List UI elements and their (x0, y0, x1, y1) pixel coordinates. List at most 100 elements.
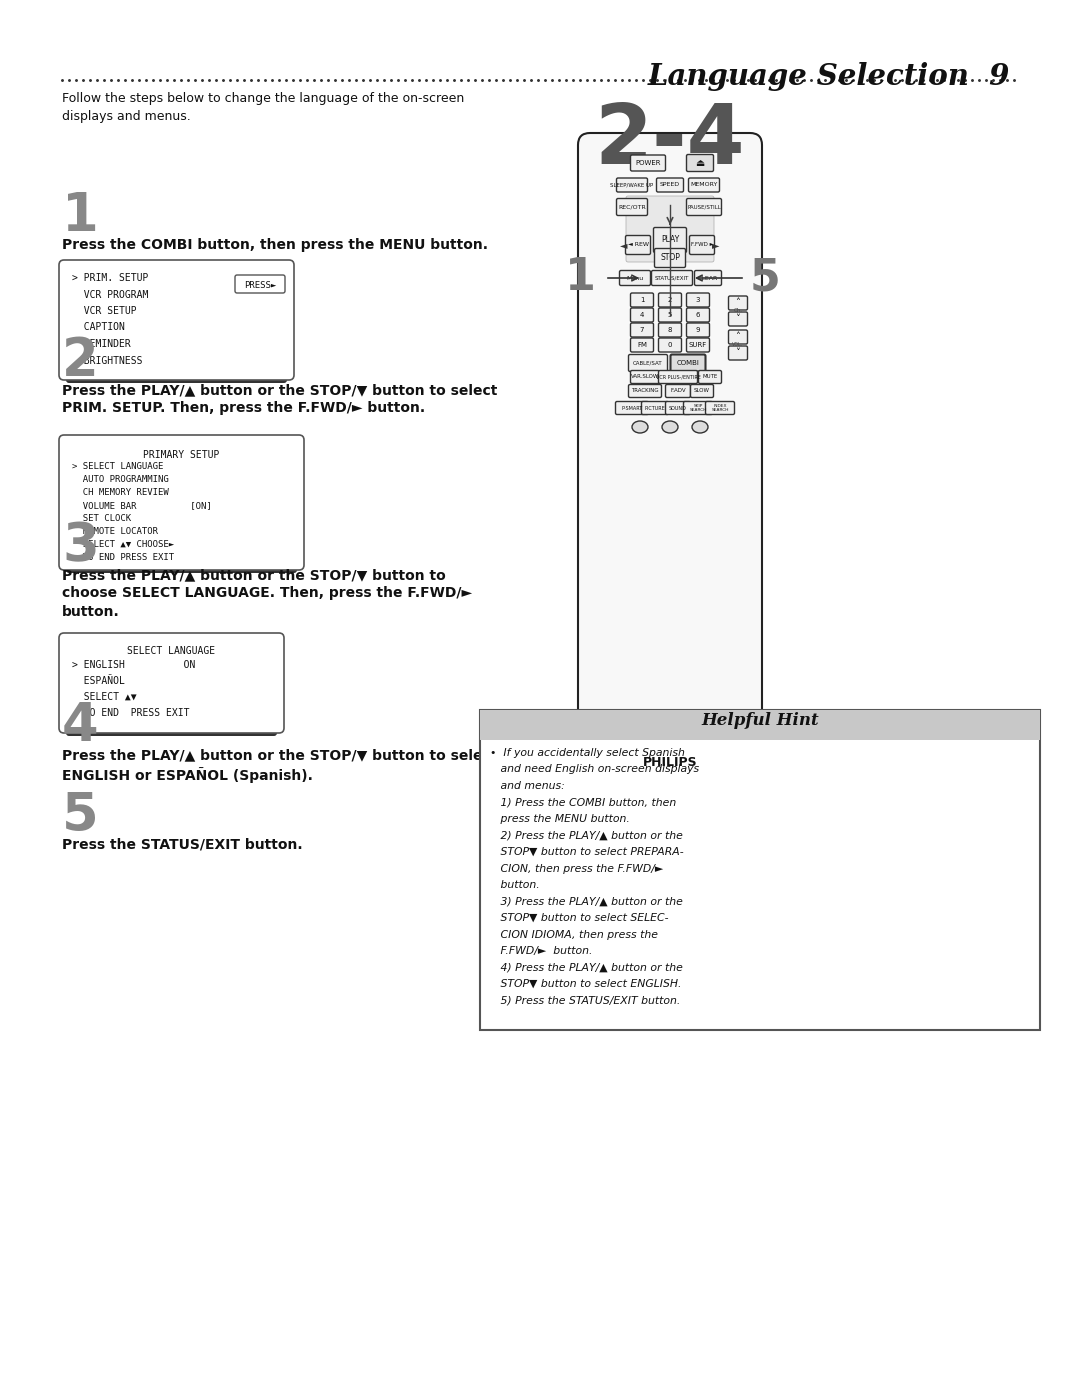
FancyBboxPatch shape (616, 401, 648, 415)
Text: REMOTE LOCATOR: REMOTE LOCATOR (72, 527, 158, 536)
FancyBboxPatch shape (659, 338, 681, 352)
Text: F.ADV: F.ADV (671, 388, 686, 394)
FancyBboxPatch shape (631, 323, 653, 337)
Text: PAUSE/STILL: PAUSE/STILL (687, 204, 720, 210)
FancyBboxPatch shape (642, 401, 669, 415)
Text: PRIMARY SETUP: PRIMARY SETUP (144, 450, 219, 460)
Text: 4: 4 (639, 312, 644, 319)
Text: press the MENU button.: press the MENU button. (490, 814, 630, 824)
Text: SELECT ▲▼: SELECT ▲▼ (72, 692, 137, 703)
FancyBboxPatch shape (617, 198, 648, 215)
Text: 8: 8 (667, 327, 672, 332)
Text: 6: 6 (696, 312, 700, 319)
FancyBboxPatch shape (665, 401, 690, 415)
FancyBboxPatch shape (631, 155, 665, 170)
Text: CAPTION: CAPTION (72, 323, 125, 332)
Text: 3) Press the PLAY/▲ button or the: 3) Press the PLAY/▲ button or the (490, 897, 683, 907)
FancyBboxPatch shape (699, 370, 721, 384)
Text: CH MEMORY REVIEW: CH MEMORY REVIEW (72, 488, 168, 497)
Text: 3: 3 (62, 520, 98, 571)
Text: TO END  PRESS EXIT: TO END PRESS EXIT (72, 708, 189, 718)
Text: ◄: ◄ (620, 240, 627, 250)
Text: PICTURE: PICTURE (645, 405, 665, 411)
FancyBboxPatch shape (659, 370, 698, 384)
Text: Press the PLAY/▲ button or the STOP/▼ button to
choose SELECT LANGUAGE. Then, pr: Press the PLAY/▲ button or the STOP/▼ bu… (62, 569, 472, 619)
FancyBboxPatch shape (659, 293, 681, 307)
FancyBboxPatch shape (729, 330, 747, 344)
FancyBboxPatch shape (659, 307, 681, 321)
Text: VAR.SLOW: VAR.SLOW (631, 374, 659, 380)
FancyBboxPatch shape (671, 355, 705, 372)
FancyBboxPatch shape (687, 307, 710, 321)
Text: ⏏: ⏏ (696, 158, 704, 168)
Text: 2: 2 (667, 298, 672, 303)
FancyBboxPatch shape (687, 323, 710, 337)
Text: Follow the steps below to change the language of the on-screen
displays and menu: Follow the steps below to change the lan… (62, 92, 464, 123)
FancyBboxPatch shape (689, 236, 715, 254)
FancyBboxPatch shape (654, 249, 686, 267)
Text: 5: 5 (667, 312, 672, 319)
FancyBboxPatch shape (629, 355, 667, 372)
FancyBboxPatch shape (689, 177, 719, 191)
FancyBboxPatch shape (480, 710, 1040, 1030)
FancyBboxPatch shape (66, 277, 287, 383)
FancyBboxPatch shape (687, 338, 710, 352)
FancyBboxPatch shape (651, 271, 692, 285)
FancyBboxPatch shape (631, 370, 660, 384)
FancyBboxPatch shape (631, 293, 653, 307)
Text: 2: 2 (62, 335, 98, 387)
Text: ˅: ˅ (735, 348, 741, 358)
Text: COMBI: COMBI (676, 360, 700, 366)
Text: BRIGHTNESS: BRIGHTNESS (72, 355, 143, 366)
FancyBboxPatch shape (687, 198, 721, 215)
Text: STOP▼ button to select ENGLISH.: STOP▼ button to select ENGLISH. (490, 979, 681, 989)
Text: 3: 3 (696, 298, 700, 303)
Text: 4) Press the PLAY/▲ button or the: 4) Press the PLAY/▲ button or the (490, 963, 683, 972)
Text: 5: 5 (62, 789, 98, 842)
Text: TO END PRESS EXIT: TO END PRESS EXIT (72, 553, 174, 562)
Text: SURF: SURF (689, 342, 707, 348)
FancyBboxPatch shape (687, 293, 710, 307)
Text: ˅: ˅ (735, 314, 741, 324)
Text: PRESS►: PRESS► (244, 281, 276, 291)
FancyBboxPatch shape (59, 434, 303, 570)
Text: STATUS/EXIT: STATUS/EXIT (654, 275, 689, 281)
Text: > SELECT LANGUAGE: > SELECT LANGUAGE (72, 462, 163, 471)
Text: 5: 5 (750, 257, 781, 299)
Text: 4: 4 (62, 700, 98, 752)
Text: 9: 9 (696, 327, 700, 332)
Text: Ch.: Ch. (733, 309, 743, 313)
Text: POWER: POWER (635, 161, 661, 166)
Text: AUTO PROGRAMMING: AUTO PROGRAMMING (72, 475, 168, 483)
FancyBboxPatch shape (66, 650, 276, 736)
Text: 1: 1 (62, 190, 98, 242)
FancyBboxPatch shape (66, 453, 297, 573)
Text: STOP▼ button to select PREPARA-: STOP▼ button to select PREPARA- (490, 847, 684, 856)
Text: F.FWD/►  button.: F.FWD/► button. (490, 946, 593, 956)
FancyBboxPatch shape (729, 346, 747, 360)
FancyBboxPatch shape (629, 384, 661, 398)
Text: 1) Press the COMBI button, then: 1) Press the COMBI button, then (490, 798, 676, 807)
Text: REMINDER: REMINDER (72, 339, 131, 349)
FancyBboxPatch shape (690, 384, 714, 398)
Text: F.FWD ►: F.FWD ► (690, 243, 714, 247)
Text: CLEAR: CLEAR (698, 275, 718, 281)
Text: PHILIPS: PHILIPS (643, 757, 698, 770)
Ellipse shape (632, 420, 648, 433)
FancyBboxPatch shape (684, 401, 713, 415)
Text: > PRIM. SETUP: > PRIM. SETUP (72, 272, 148, 284)
Text: Language Selection  9: Language Selection 9 (648, 61, 1010, 91)
FancyBboxPatch shape (729, 296, 747, 310)
Text: Press the PLAY/▲ button or the STOP/▼ button to select
PRIM. SETUP. Then, press : Press the PLAY/▲ button or the STOP/▼ bu… (62, 383, 498, 415)
Text: 5) Press the STATUS/EXIT button.: 5) Press the STATUS/EXIT button. (490, 996, 680, 1006)
Text: TRACKING: TRACKING (631, 388, 659, 394)
Text: ˄: ˄ (735, 332, 741, 342)
Text: •  If you accidentally select Spanish: • If you accidentally select Spanish (490, 747, 685, 759)
Text: > ENGLISH          ON: > ENGLISH ON (72, 659, 195, 671)
Text: CION IDIOMA, then press the: CION IDIOMA, then press the (490, 929, 658, 940)
Text: ►: ► (712, 240, 719, 250)
Text: MUTE: MUTE (702, 374, 717, 380)
Text: 0: 0 (667, 342, 672, 348)
Text: Helpful Hint: Helpful Hint (701, 712, 819, 729)
Text: SPEED: SPEED (660, 183, 680, 187)
